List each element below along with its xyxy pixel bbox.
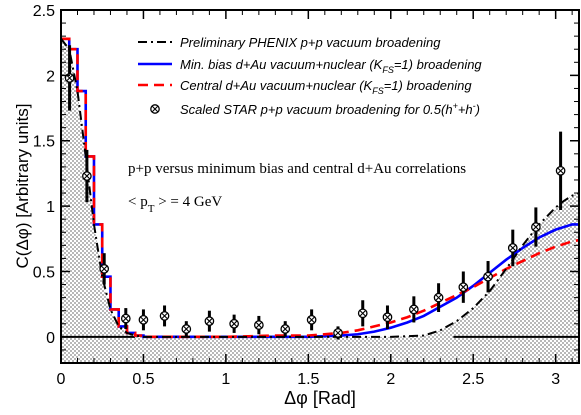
star-data-point-cross (509, 244, 516, 251)
legend-label-phenix-pp-curve: Preliminary PHENIX p+p vacuum broadening (180, 35, 441, 50)
uncertainty-band (61, 38, 579, 363)
star-data-point-cross (161, 312, 168, 319)
star-data-point-cross (335, 329, 341, 336)
x-axis-label: Δφ [Rad] (284, 388, 356, 408)
annotation-pt-subscript: T (148, 203, 155, 215)
plot-frame (60, 9, 580, 364)
y-tick-label: 2 (46, 68, 55, 85)
x-tick-label: 2.5 (462, 371, 484, 388)
x-tick-label: 0.5 (132, 371, 154, 388)
y-axis-label: C(Δφ) [Arbitrary units] (13, 103, 32, 268)
star-data-point-cross (410, 306, 417, 313)
x-tick-label: 2 (386, 371, 395, 388)
x-tick-label: 3 (551, 371, 560, 388)
star-data-point-cross (282, 326, 289, 332)
legend-label-star-pp: Scaled STAR p+p vacuum broadening for 0.… (180, 101, 480, 117)
y-tick-label: 0 (46, 330, 55, 347)
uncertainty-band-fill (61, 38, 579, 363)
annotation-pt-open: < p (128, 194, 148, 210)
legend-marker-star-cross (152, 106, 158, 112)
annotation-line-2: < pT > = 4 GeV (128, 194, 222, 215)
annotation-line-1: p+p versus minimum bias and central d+Au… (128, 161, 466, 177)
star-data-point-cross (140, 316, 147, 323)
star-data-point-cross (231, 320, 238, 327)
x-tick-label: 1 (221, 371, 230, 388)
series-layer (61, 37, 579, 339)
star-data-point-cross (485, 273, 492, 280)
legend-label-central-dau-curve: Central d+Au vacuum+nuclear (KFS=1) broa… (180, 78, 472, 96)
x-tick-label: 1.5 (297, 371, 319, 388)
x-tick-label: 0 (57, 371, 66, 388)
star-data-point-cross (460, 284, 467, 291)
star-data-point-cross (255, 322, 262, 329)
star-data-point-cross (122, 315, 129, 322)
phenix-pp-curve (61, 38, 579, 338)
star-data-point-cross (359, 310, 366, 317)
annotation-pt-value: > = 4 GeV (154, 194, 222, 210)
tick-label-layer: 0 0.5 1 1.5 2 2.5 3 0 0.5 1 1.5 2 2.5 (33, 3, 560, 388)
star-data-point-cross (83, 173, 90, 180)
y-tick-label: 1 (46, 199, 55, 216)
legend-label-minbias-dau-curve: Min. bias d+Au vacuum+nuclear (KFS=1) br… (180, 57, 482, 75)
y-tick-label: 2.5 (33, 3, 55, 20)
star-data-point-cross (183, 326, 190, 332)
star-data-point-cross (435, 294, 442, 301)
star-data-point-cross (101, 265, 108, 272)
star-data-point-cross (66, 74, 73, 81)
star-data-point-cross (384, 314, 391, 321)
star-data-point-cross (557, 167, 564, 174)
legend: Preliminary PHENIX p+p vacuum broadening… (138, 35, 482, 117)
star-data-point-cross (532, 224, 539, 231)
y-tick-label: 1.5 (33, 134, 55, 151)
y-tick-label: 0.5 (33, 264, 55, 281)
marker-layer (64, 45, 566, 340)
tick-layer (60, 9, 579, 363)
star-data-point-cross (308, 316, 315, 323)
star-data-point-cross (206, 318, 213, 325)
